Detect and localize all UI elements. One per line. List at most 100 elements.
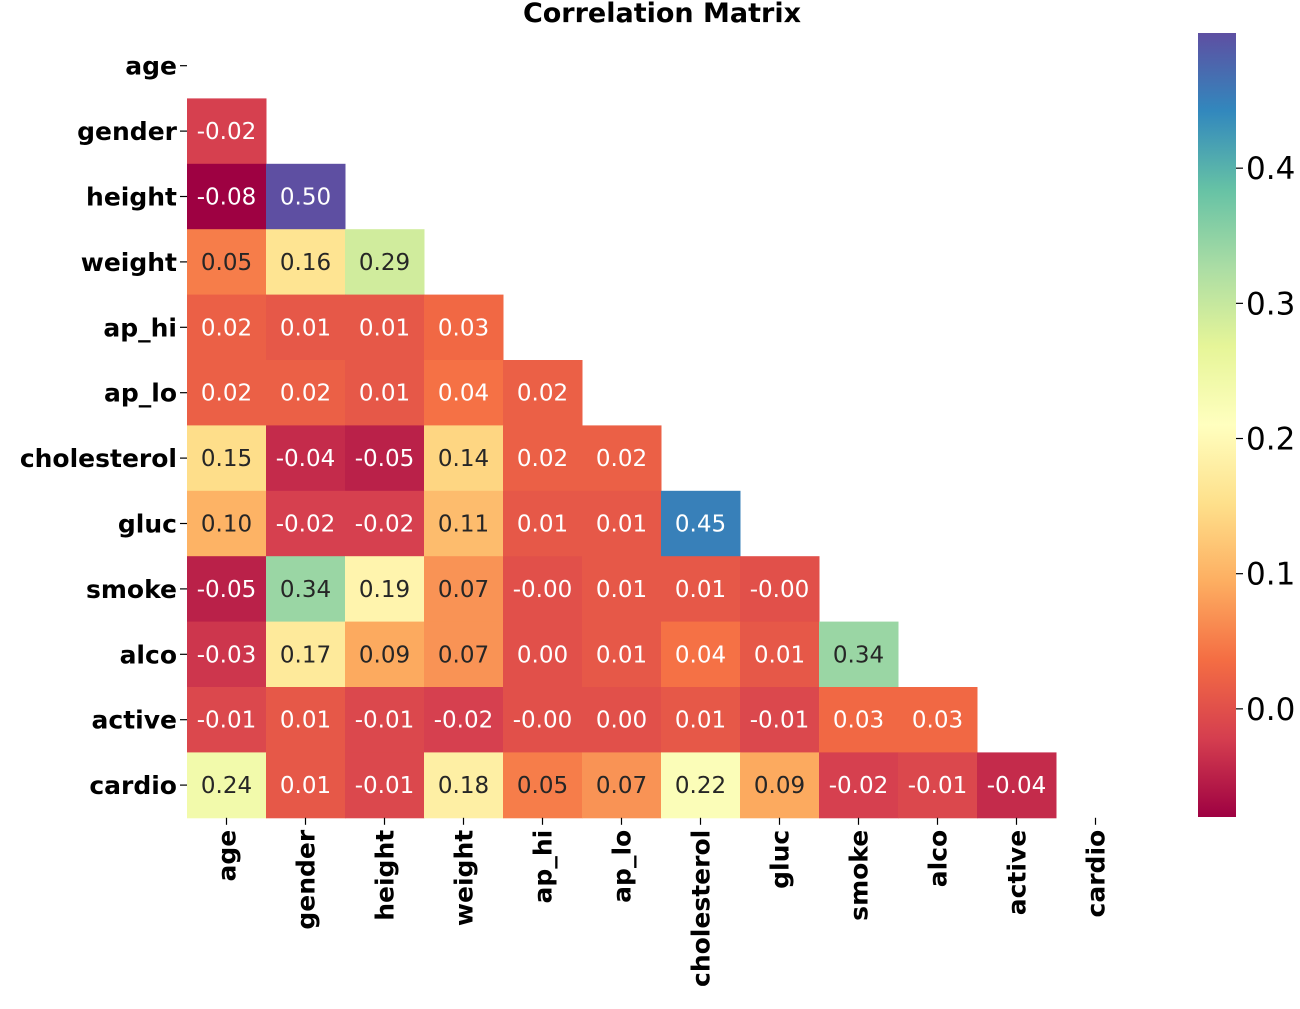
y-tick-label-active: active xyxy=(92,706,177,735)
heatmap-cell-smoke-ap_hi xyxy=(503,556,583,623)
cell-value-label-active-ap_lo: 0.00 xyxy=(596,708,647,734)
heatmap-cell-active-gender xyxy=(266,687,346,753)
x-tick-label-smoke: smoke xyxy=(845,830,874,921)
x-tick-label-active: active xyxy=(1003,830,1032,915)
heatmap-cell-ap_lo-weight xyxy=(424,360,504,426)
y-tick-label-age: age xyxy=(125,52,177,81)
heatmap-cell-active-height xyxy=(345,687,425,753)
cell-value-label-gluc-cholesterol: 0.45 xyxy=(675,512,726,538)
heatmap-cell-cardio-cholesterol xyxy=(661,752,741,819)
y-tick-label-gluc: gluc xyxy=(118,510,177,539)
heatmap-cell-smoke-age xyxy=(187,556,267,623)
heatmap-cell-active-ap_hi xyxy=(503,687,583,753)
heatmap-cell-cardio-ap_hi xyxy=(503,752,583,819)
cell-value-label-cardio-cholesterol: 0.22 xyxy=(675,773,726,799)
cell-value-label-ap_hi-age: 0.02 xyxy=(201,315,252,341)
cell-value-label-smoke-height: 0.19 xyxy=(359,577,410,603)
cell-value-label-ap_hi-weight: 0.03 xyxy=(438,315,489,341)
colorbar-gradient xyxy=(1198,33,1236,817)
cell-value-label-height-gender: 0.50 xyxy=(280,185,331,211)
cell-value-label-alco-gluc: 0.01 xyxy=(754,642,805,668)
cell-value-label-active-height: -0.01 xyxy=(355,708,415,734)
cell-value-label-smoke-cholesterol: 0.01 xyxy=(675,577,726,603)
heatmap-cell-alco-age xyxy=(187,621,267,688)
heatmap-cell-gluc-ap_lo xyxy=(582,490,662,557)
heatmap-cell-ap_hi-age xyxy=(187,294,267,361)
heatmap-cell-cardio-age xyxy=(187,752,267,819)
cell-value-label-alco-ap_hi: 0.00 xyxy=(517,642,568,668)
cell-value-label-alco-cholesterol: 0.04 xyxy=(675,642,726,668)
colorbar-tick-label-3: 0.3 xyxy=(1246,286,1295,322)
cell-value-label-smoke-gender: 0.34 xyxy=(280,577,331,603)
cell-value-label-cholesterol-gender: -0.04 xyxy=(276,446,336,472)
chart-title: Correlation Matrix xyxy=(523,0,801,29)
heatmap-cell-alco-smoke xyxy=(819,621,899,688)
cell-value-label-active-age: -0.01 xyxy=(197,708,257,734)
cell-value-label-ap_lo-height: 0.01 xyxy=(359,381,410,407)
cell-value-label-alco-gender: 0.17 xyxy=(280,642,331,668)
cell-value-label-alco-ap_lo: 0.01 xyxy=(596,642,647,668)
heatmap-cell-active-age xyxy=(187,687,267,753)
cell-value-label-active-cholesterol: 0.01 xyxy=(675,708,726,734)
heatmap-cell-cardio-active xyxy=(977,752,1057,819)
y-axis: age gender height weight ap_hi ap_lo cholester… xyxy=(20,52,187,800)
heatmap-cell-gluc-age xyxy=(187,490,267,557)
heatmap-cell-alco-weight xyxy=(424,621,504,688)
y-tick-label-height: height xyxy=(86,183,177,212)
heatmap-cell-gluc-gender xyxy=(266,490,346,557)
cell-value-label-ap_lo-ap_hi: 0.02 xyxy=(517,381,568,407)
x-axis: age gender height weight ap_hi ap_lo cholester… xyxy=(213,817,1111,987)
x-tick-label-cardio: cardio xyxy=(1082,830,1111,918)
cell-value-label-gluc-height: -0.02 xyxy=(355,512,415,538)
cell-value-label-gluc-ap_lo: 0.01 xyxy=(596,512,647,538)
cell-value-label-ap_lo-weight: 0.04 xyxy=(438,381,489,407)
cell-value-label-weight-gender: 0.16 xyxy=(280,250,331,276)
colorbar-tick-label-2: 0.2 xyxy=(1246,422,1295,458)
colorbar: 0.0 0.1 0.2 0.3 0.4 xyxy=(1198,33,1295,817)
heatmap-cell-weight-gender xyxy=(266,229,346,296)
cell-value-label-active-gluc: -0.01 xyxy=(750,708,810,734)
heatmap-cell-ap_hi-weight xyxy=(424,294,504,361)
cell-value-label-active-weight: -0.02 xyxy=(434,708,494,734)
y-tick-label-cholesterol: cholesterol xyxy=(20,444,177,473)
cell-value-label-gluc-weight: 0.11 xyxy=(438,512,489,538)
heatmap-cell-gluc-cholesterol xyxy=(661,490,741,557)
cell-value-label-smoke-age: -0.05 xyxy=(197,577,257,603)
heatmap-cell-smoke-ap_lo xyxy=(582,556,662,623)
cell-value-label-ap_hi-gender: 0.01 xyxy=(280,315,331,341)
heatmap-cell-cardio-alco xyxy=(898,752,978,819)
heatmap-cell-active-gluc xyxy=(740,687,820,753)
heatmap-cell-alco-gender xyxy=(266,621,346,688)
cell-value-label-cholesterol-ap_lo: 0.02 xyxy=(596,446,647,472)
cell-value-label-cardio-smoke: -0.02 xyxy=(829,773,889,799)
heatmap-cell-alco-cholesterol xyxy=(661,621,741,688)
heatmap-cell-height-gender xyxy=(266,163,346,230)
y-tick-label-gender: gender xyxy=(77,117,178,146)
heatmap-cell-gluc-weight xyxy=(424,490,504,557)
x-tick-label-ap_hi: ap_hi xyxy=(529,830,558,904)
cell-value-label-gluc-ap_hi: 0.01 xyxy=(517,512,568,538)
heatmap-cell-ap_lo-age xyxy=(187,360,267,426)
heatmap-cell-cardio-gender xyxy=(266,752,346,819)
cell-value-label-ap_hi-height: 0.01 xyxy=(359,315,410,341)
heatmap-cell-gender-age xyxy=(187,98,267,165)
colorbar-tick-label-0: 0.0 xyxy=(1246,692,1295,728)
colorbar-tick-label-1: 0.1 xyxy=(1246,557,1295,593)
cell-value-label-cholesterol-weight: 0.14 xyxy=(438,446,489,472)
cell-value-label-smoke-ap_lo: 0.01 xyxy=(596,577,647,603)
x-tick-label-cholesterol: cholesterol xyxy=(687,830,716,987)
cell-value-label-cardio-alco: -0.01 xyxy=(908,773,968,799)
heatmap-cells: -0.02 -0.08 0.50 0.05 0.16 0.29 0.02 0.01 0.01 0.… xyxy=(187,98,1057,819)
cell-value-label-cardio-gluc: 0.09 xyxy=(754,773,805,799)
heatmap-cell-cardio-weight xyxy=(424,752,504,819)
cell-value-label-active-ap_hi: -0.00 xyxy=(513,708,573,734)
cell-value-label-gluc-age: 0.10 xyxy=(201,512,252,538)
x-tick-label-gluc: gluc xyxy=(766,830,795,889)
heatmap-cell-cholesterol-height xyxy=(345,425,425,492)
cell-value-label-alco-smoke: 0.34 xyxy=(833,642,884,668)
x-tick-label-age: age xyxy=(213,830,242,882)
y-tick-label-ap_lo: ap_lo xyxy=(104,379,177,408)
heatmap-cell-active-ap_lo xyxy=(582,687,662,753)
heatmap-cell-ap_lo-gender xyxy=(266,360,346,426)
